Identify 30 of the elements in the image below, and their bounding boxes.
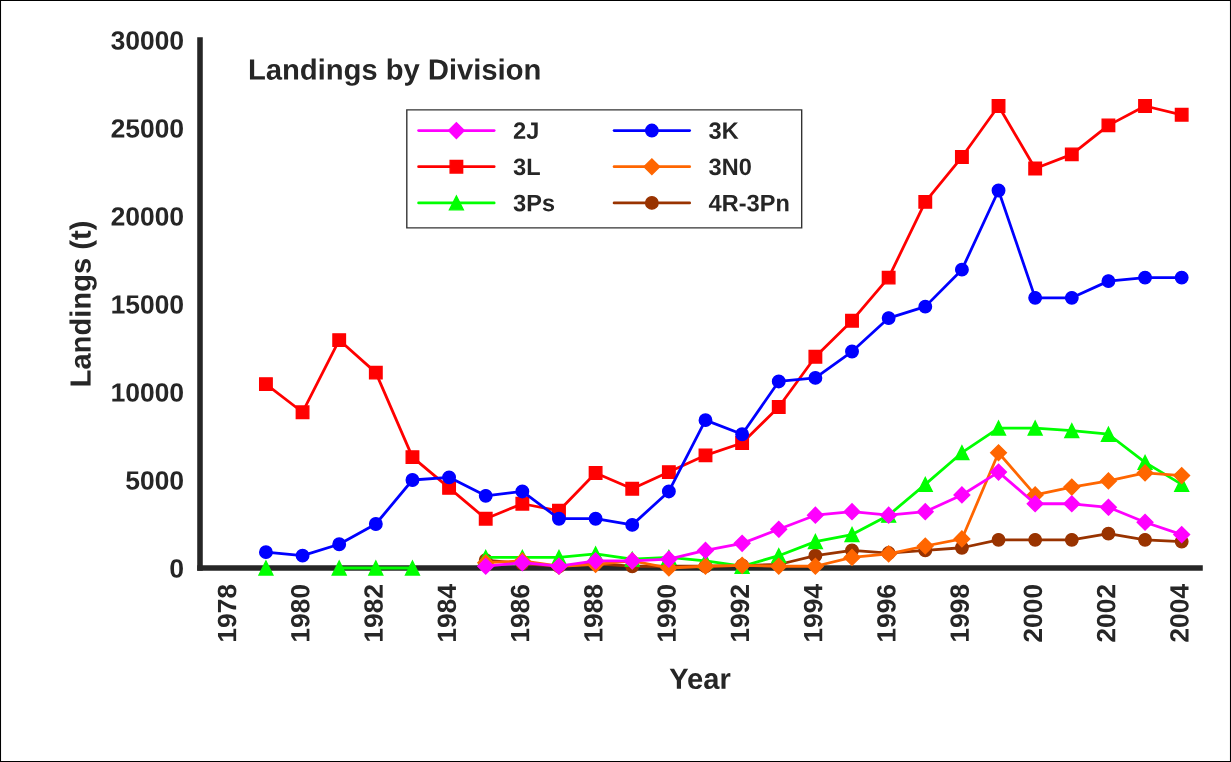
x-tick-label: 1996 [877,584,896,642]
legend-label: 3N0 [709,158,751,176]
y-tick-label: 15000 [112,295,183,314]
y-tick-label: 10000 [112,383,183,402]
x-tick-label: 2000 [1023,585,1043,642]
y-tick-label: 30000 [111,31,183,50]
y-tick-label: 25000 [111,119,183,138]
x-tick-label: 1980 [290,585,310,642]
y-axis-title: Landings (t) [69,222,97,386]
y-tick-label: 0 [170,559,183,578]
x-tick-label: 2004 [1170,584,1189,642]
legend-label: 3Ps [513,194,555,212]
x-tick-label: 1998 [950,584,969,642]
legend-label: 3L [513,158,540,176]
legend-label: 2J [513,122,538,140]
x-tick-label: 1986 [510,584,530,642]
y-tick-label: 5000 [126,471,183,490]
y-tick-label: 20000 [111,207,183,226]
legend-label: 4R-3Pn [708,194,789,212]
x-tick-label: 1982 [364,585,383,642]
x-axis-title: Year [669,668,731,690]
x-tick-label: 1984 [437,584,457,642]
x-tick-label: 1978 [217,584,237,642]
x-tick-label: 1994 [803,584,823,642]
x-tick-label: 2002 [1096,585,1116,642]
x-tick-label: 1992 [730,585,750,642]
legend-label: 3K [709,122,739,140]
x-tick-label: 1988 [584,584,603,642]
text: Landings by Division [249,58,540,86]
x-tick-label: 1990 [657,585,676,642]
